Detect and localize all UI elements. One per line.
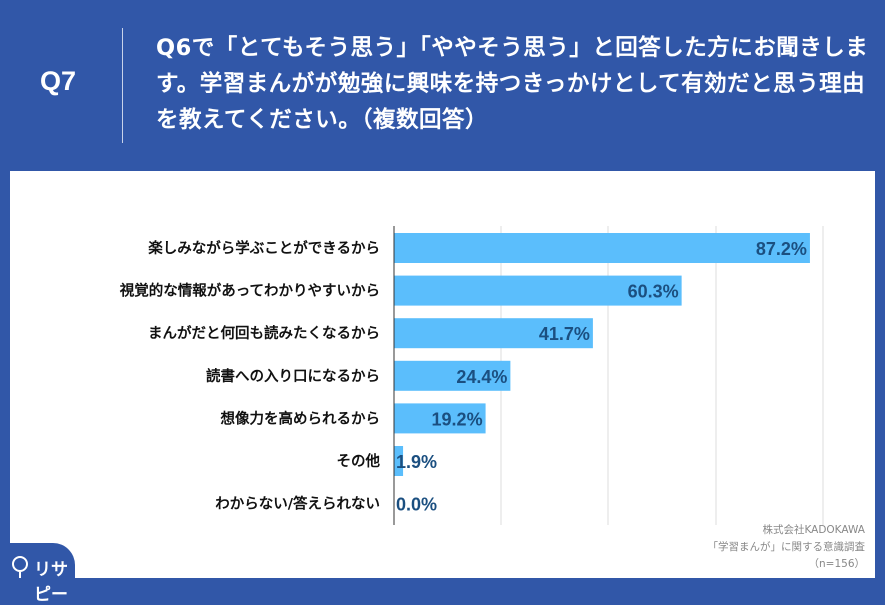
data-label: 1.9%	[396, 452, 437, 472]
source-survey: 「学習まんが」に関する意識調査	[707, 541, 866, 553]
data-label: 24.4%	[456, 367, 507, 387]
bar	[394, 446, 404, 476]
category-label: 楽しみながら学ぶことができるから	[148, 239, 380, 257]
bar	[394, 360, 511, 391]
pin-icon	[12, 556, 28, 578]
question-text: Q6で「とてもそう思う」「ややそう思う」と回答した方にお聞きします。学習まんがが…	[156, 35, 869, 133]
category-label: 想像力を高められるから	[220, 409, 381, 427]
source-company: 株式会社KADOKAWA	[762, 524, 865, 536]
data-label: 0.0%	[396, 495, 437, 515]
question-number: Q7	[40, 66, 77, 96]
category-label: まんがだと何回も読みたくなるから	[148, 324, 380, 342]
header-divider	[122, 28, 123, 143]
bar	[394, 275, 682, 306]
category-label: その他	[337, 452, 381, 470]
bar-chart: 87.2% 楽しみながら学ぶことができるから 60.3% 視覚的な情報があってわかりや…	[119, 226, 824, 525]
bar	[394, 318, 593, 349]
data-label: 60.3%	[628, 282, 679, 302]
logo: リサピー	[0, 543, 75, 605]
logo-text: リサピー	[34, 560, 68, 605]
source-sample: （n=156）	[808, 558, 866, 570]
data-label: 19.2%	[432, 409, 483, 429]
data-label: 87.2%	[756, 239, 807, 259]
category-label: 読書への入り口になるから	[206, 367, 380, 385]
category-label: わからない/答えられない	[215, 495, 380, 513]
data-label: 41.7%	[539, 324, 590, 344]
bar	[394, 233, 810, 263]
category-label: 視覚的な情報があってわかりやすいから	[119, 282, 380, 300]
bar	[394, 403, 486, 434]
source-note: 株式会社KADOKAWA 「学習まんが」に関する意識調査 （n=156）	[708, 522, 866, 573]
